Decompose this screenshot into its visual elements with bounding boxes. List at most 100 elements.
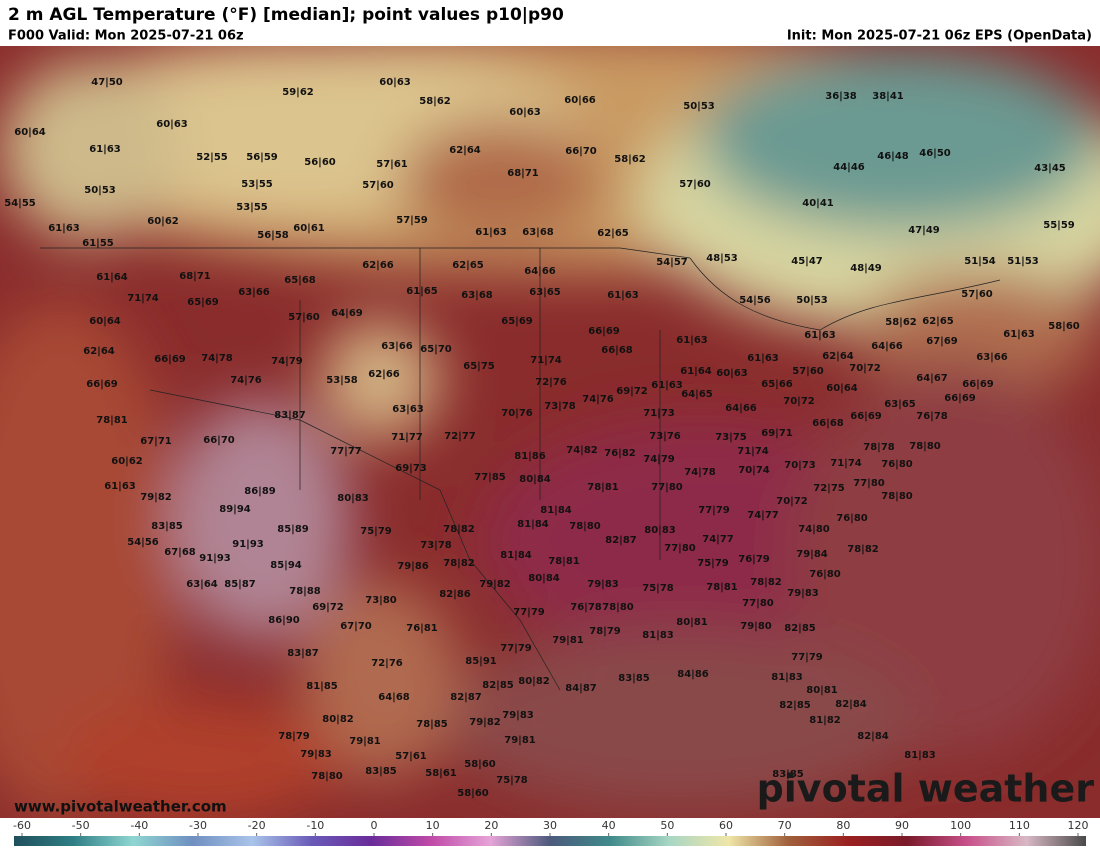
point-value: 78|88 — [289, 586, 321, 597]
point-value: 64|66 — [524, 266, 556, 277]
point-value: 78|81 — [706, 582, 738, 593]
boundaries — [40, 247, 1001, 691]
point-value: 83|87 — [287, 648, 319, 659]
point-value: 78|79 — [278, 731, 310, 742]
point-value: 53|58 — [326, 375, 358, 386]
point-value: 69|72 — [312, 602, 344, 613]
point-value: 62|64 — [822, 351, 854, 362]
point-value: 52|55 — [196, 152, 228, 163]
point-value: 77|79 — [513, 607, 545, 618]
point-value: 77|79 — [791, 652, 823, 663]
point-value: 60|62 — [147, 216, 179, 227]
point-value: 57|61 — [376, 159, 408, 170]
point-value: 57|61 — [395, 751, 427, 762]
point-value: 61|55 — [82, 238, 114, 249]
colorbar-tick-label: 70 — [778, 819, 792, 832]
point-value: 64|68 — [378, 692, 410, 703]
point-value: 66|68 — [601, 345, 633, 356]
point-value: 74|76 — [582, 394, 614, 405]
point-value: 70|72 — [776, 496, 808, 507]
point-value: 61|64 — [680, 366, 712, 377]
header-bg — [0, 0, 1100, 46]
colorbar-tick-label: 80 — [836, 819, 850, 832]
point-value: 83|85 — [618, 673, 650, 684]
point-value: 76|78 — [916, 411, 948, 422]
point-value: 82|84 — [857, 731, 889, 742]
point-value: 60|63 — [716, 368, 748, 379]
point-value: 72|77 — [444, 431, 476, 442]
point-value: 81|83 — [642, 630, 674, 641]
point-value: 83|87 — [274, 410, 306, 421]
point-value: 79|81 — [504, 735, 536, 746]
point-value: 77|77 — [330, 446, 362, 457]
point-value: 50|53 — [796, 295, 828, 306]
point-value: 78|81 — [548, 556, 580, 567]
point-value: 83|85 — [365, 766, 397, 777]
title: 2 m AGL Temperature (°F) [median]; point… — [8, 5, 564, 25]
point-value: 63|64 — [186, 579, 218, 590]
point-value: 69|71 — [761, 428, 793, 439]
point-value: 78|80 — [602, 602, 634, 613]
point-value: 61|63 — [104, 481, 136, 492]
point-value: 78|79 — [589, 626, 621, 637]
point-value: 85|87 — [224, 579, 256, 590]
point-value: 71|73 — [643, 408, 675, 419]
point-value: 79|82 — [140, 492, 172, 503]
point-value: 71|74 — [830, 458, 862, 469]
point-value: 83|85 — [772, 769, 804, 780]
point-value: 61|63 — [48, 223, 80, 234]
point-value: 60|62 — [111, 456, 143, 467]
point-value: 53|55 — [241, 179, 273, 190]
point-value: 60|61 — [293, 223, 325, 234]
point-value: 75|78 — [642, 583, 674, 594]
colorbar-tick-label: 100 — [950, 819, 971, 832]
point-value: 74|77 — [747, 510, 779, 521]
colorbar-tick-label: -30 — [189, 819, 207, 832]
point-value: 61|65 — [406, 286, 438, 297]
point-value: 76|80 — [881, 459, 913, 470]
point-value: 56|59 — [246, 152, 278, 163]
point-value: 61|63 — [607, 290, 639, 301]
point-value: 72|75 — [813, 483, 845, 494]
point-value: 77|80 — [742, 598, 774, 609]
point-value: 58|62 — [614, 154, 646, 165]
point-value: 79|83 — [300, 749, 332, 760]
point-value: 60|66 — [564, 95, 596, 106]
colorbar-tick-label: -50 — [72, 819, 90, 832]
point-value: 76|78 — [570, 602, 602, 613]
point-value: 40|41 — [802, 198, 834, 209]
point-value: 79|84 — [796, 549, 828, 560]
point-value: 62|66 — [362, 260, 394, 271]
point-value: 60|64 — [89, 316, 121, 327]
point-value: 46|48 — [877, 151, 909, 162]
point-value: 80|82 — [518, 676, 550, 687]
point-value: 57|60 — [961, 289, 993, 300]
point-value: 54|55 — [4, 198, 36, 209]
point-value: 58|60 — [464, 759, 496, 770]
point-value: 78|81 — [96, 415, 128, 426]
point-value: 80|81 — [806, 685, 838, 696]
point-value: 65|69 — [187, 297, 219, 308]
point-value: 79|81 — [349, 736, 381, 747]
point-value: 38|41 — [872, 91, 904, 102]
point-value: 51|54 — [964, 256, 996, 267]
point-value: 62|66 — [368, 369, 400, 380]
point-value: 63|63 — [392, 404, 424, 415]
point-value: 76|80 — [836, 513, 868, 524]
point-value: 85|89 — [277, 524, 309, 535]
point-value: 70|73 — [784, 460, 816, 471]
colorbar-gradient — [14, 836, 1086, 846]
point-value: 66|69 — [86, 379, 118, 390]
point-value: 82|86 — [439, 589, 471, 600]
point-value: 61|63 — [1003, 329, 1035, 340]
point-value: 81|84 — [540, 505, 572, 516]
point-value: 85|94 — [270, 560, 302, 571]
point-value: 81|84 — [500, 550, 532, 561]
point-value: 79|83 — [502, 710, 534, 721]
colorbar-tick-label: 60 — [719, 819, 733, 832]
point-value: 78|81 — [587, 482, 619, 493]
point-value: 78|82 — [847, 544, 879, 555]
point-value: 65|68 — [284, 275, 316, 286]
point-value: 57|60 — [792, 366, 824, 377]
